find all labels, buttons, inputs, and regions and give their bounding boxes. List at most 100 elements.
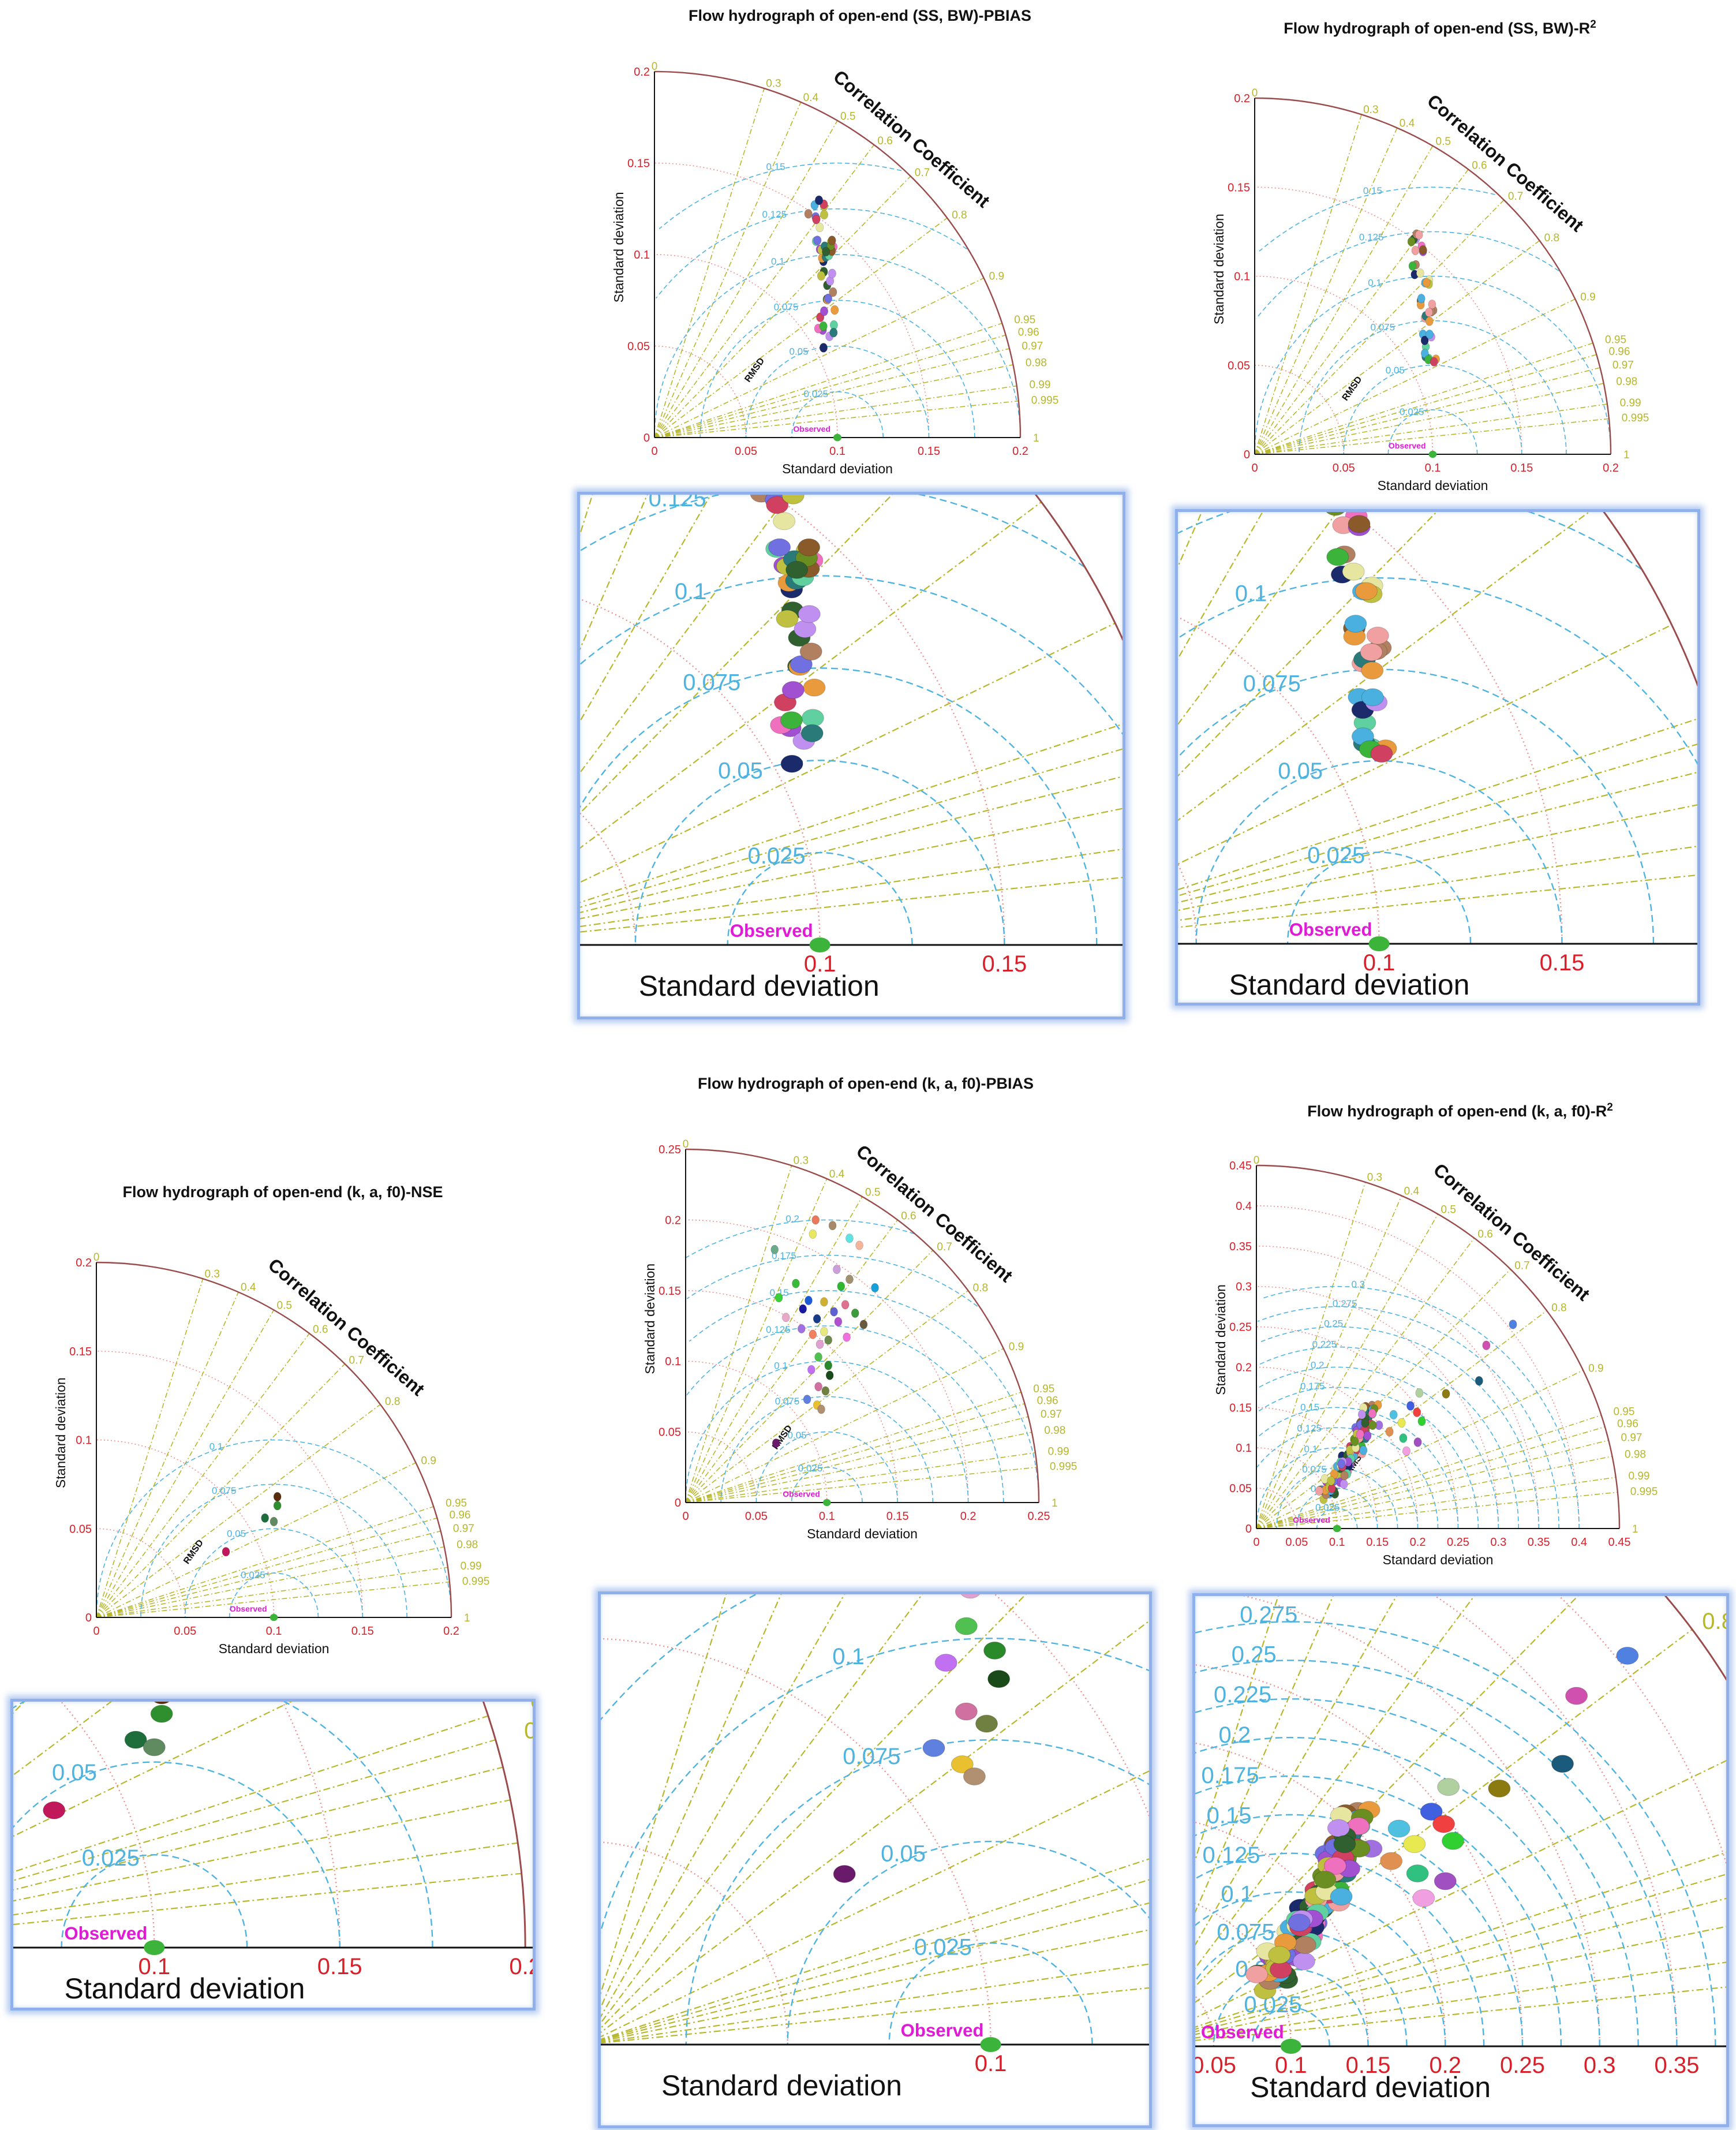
std-arc [1195, 1664, 1524, 2047]
data-point [1475, 1376, 1483, 1386]
rmsd-tick-label: 0.025 [804, 388, 829, 399]
y-tick-label: 0.15 [69, 1346, 92, 1358]
correlation-tick-label: 1 [464, 1612, 470, 1624]
data-point [819, 343, 828, 353]
data-point [1488, 1779, 1511, 1798]
correlation-line [685, 1219, 898, 1503]
data-point [1420, 1802, 1443, 1821]
correlation-line [580, 495, 790, 774]
rmsd-arc [1178, 577, 1697, 765]
chart-title: Flow hydrograph of open-end (k, a, f0)-N… [81, 1183, 485, 1201]
data-point [922, 1739, 945, 1757]
rmsd-tick-label: 0.05 [789, 346, 808, 357]
rmsd-arc [1251, 2006, 1330, 2046]
rmsd-arc [13, 1761, 341, 1948]
rmsd-tick-label: 0.1 [832, 1644, 865, 1669]
std-arc [685, 1431, 757, 1503]
correlation-tick-label: 0 [652, 61, 658, 73]
data-point [775, 1293, 783, 1302]
correlation-line [1195, 1897, 1726, 2032]
correlation-line [654, 102, 802, 438]
rmsd-tick-label: 0.025 [798, 1463, 823, 1474]
std-arc [1434, 1596, 1678, 2047]
correlation-line [1195, 1596, 1279, 1862]
rmsd-arc [601, 1594, 758, 1721]
rmsd-arc [1296, 1488, 1378, 1529]
data-point [798, 1324, 806, 1333]
data-point [1397, 1418, 1406, 1428]
correlation-tick-label: 0.98 [1625, 1448, 1646, 1460]
correlation-line [96, 1506, 434, 1618]
data-point [1437, 1778, 1460, 1796]
std-arc [1178, 862, 1197, 944]
data-point [960, 1594, 980, 1599]
correlation-line [1178, 512, 1590, 821]
y-tick-label: 0.15 [659, 1285, 681, 1298]
y-tick-label: 0.1 [76, 1434, 92, 1447]
correlation-line [601, 1902, 1149, 2042]
correlation-line [1254, 342, 1593, 455]
std-arc [96, 1350, 364, 1618]
data-point [955, 1702, 978, 1721]
correlation-line [1195, 1596, 1334, 1914]
correlation-tick-label: 0.97 [453, 1523, 474, 1535]
correlation-tick-label: 0.96 [524, 1718, 533, 1744]
correlation-line [1178, 846, 1697, 921]
rmsd-tick-label: 0.1 [1368, 277, 1382, 288]
rmsd-tick-label: 0.025 [82, 1845, 140, 1871]
data-point [804, 209, 813, 219]
y-tick-label: 0.2 [76, 1257, 92, 1269]
data-point [222, 1547, 230, 1557]
rmsd-tick-label: 0.1 [774, 1361, 788, 1372]
rmsd-arc [1262, 1286, 1580, 1529]
data-point [833, 1864, 856, 1883]
data-point [1416, 268, 1424, 278]
correlation-line [580, 748, 1123, 908]
chart-title-superscript: 2 [1590, 18, 1596, 31]
zoom-box-k-a-f0-r2: 0.0250.050.0750.10.1250.150.1750.20.2250… [1192, 1593, 1729, 2127]
correlation-tick-label: 0.4 [241, 1281, 256, 1294]
rmsd-arc [791, 1467, 863, 1503]
correlation-tick-label: 0.8 [1551, 1302, 1566, 1314]
data-point [821, 1386, 830, 1396]
observed-point [809, 937, 830, 952]
correlation-line [13, 1702, 80, 1948]
rmsd-arc [787, 1840, 1149, 2045]
y-tick-label: 0.05 [659, 1426, 681, 1439]
rmsd-arc [1259, 186, 1495, 252]
data-point [1417, 294, 1426, 304]
zoom-box-ss-bw-pbias: 0.025 0.05 0.075 0.1 0.125 0.1 0.15 Standard de… [577, 492, 1125, 1019]
correlation-tick-label: 0.5 [1436, 136, 1451, 148]
correlation-line [654, 323, 1002, 438]
x-tick-label: 0.1 [1329, 1536, 1345, 1549]
rmsd-tick-label: 0.3 [1352, 1279, 1365, 1290]
correlation-tick-label: 0.95 [1613, 1406, 1634, 1418]
correlation-line [96, 1462, 416, 1618]
correlation-line [1178, 771, 1697, 903]
observed-label: Observed [230, 1604, 267, 1613]
rmsd-arc [686, 1325, 1004, 1503]
data-point [814, 1352, 822, 1362]
x-tick-label: 0.15 [1346, 2053, 1391, 2078]
chart-title: Flow hydrograph of open-end (SS, BW)-R2 [1221, 18, 1659, 38]
std-arc [1242, 1596, 1600, 2047]
rmsd-tick-label: 0.1 [1235, 581, 1267, 606]
std-arc [685, 1219, 969, 1503]
data-point [803, 1395, 811, 1404]
data-point [815, 195, 823, 205]
data-point [154, 1702, 170, 1705]
rmsd-arc [1256, 1427, 1439, 1529]
data-point [1370, 745, 1393, 763]
correlation-line [685, 1165, 792, 1503]
correlation-tick-label: 0.3 [205, 1268, 220, 1280]
y-tick-label: 0.2 [634, 66, 650, 79]
data-point [1425, 308, 1433, 317]
rmsd-tick-label: 0.05 [52, 1760, 97, 1785]
rmsd-tick-label: 0.15 [770, 1287, 789, 1298]
correlation-line [601, 1929, 1149, 2042]
x-tick-label: 0.2 [509, 1954, 533, 1979]
data-point [1361, 688, 1384, 707]
correlation-line [1254, 418, 1609, 455]
correlation-tick-label: 0.98 [1044, 1425, 1065, 1437]
std-arc [654, 254, 838, 438]
